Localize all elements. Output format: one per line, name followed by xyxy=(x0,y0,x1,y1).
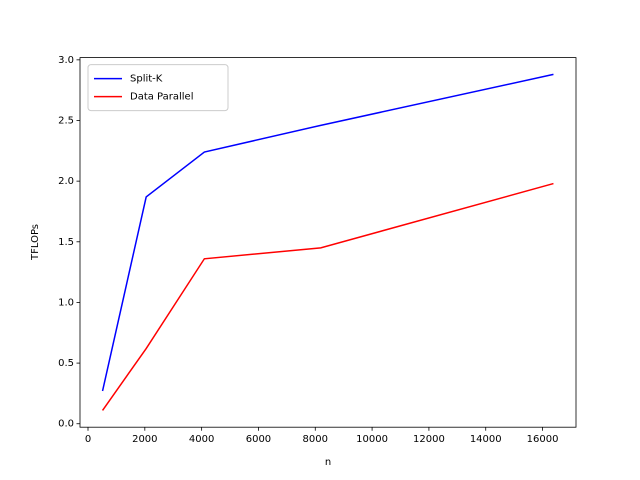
y-tick-label: 0.5 xyxy=(58,358,74,369)
x-tick-label: 12000 xyxy=(413,434,445,445)
y-axis-label: TFLOPs xyxy=(30,224,41,261)
x-tick-label: 8000 xyxy=(303,434,328,445)
y-tick-label: 2.0 xyxy=(58,176,74,187)
x-tick-label: 0 xyxy=(85,434,91,445)
data-line xyxy=(101,73,554,392)
x-tick-label: 16000 xyxy=(527,434,559,445)
x-tick-label: 4000 xyxy=(189,434,214,445)
data-line xyxy=(101,182,554,411)
x-tick-label: 10000 xyxy=(356,434,388,445)
legend-label: Split-K xyxy=(130,74,163,85)
y-tick-label: 3.0 xyxy=(58,55,74,66)
y-tick-label: 2.5 xyxy=(58,115,74,126)
plot-frame xyxy=(79,57,577,428)
x-axis-label: n xyxy=(325,457,331,468)
y-tick-label: 0.0 xyxy=(58,419,74,430)
legend-box xyxy=(87,64,229,112)
x-tick-label: 14000 xyxy=(470,434,502,445)
legend-label: Data Parallel xyxy=(130,92,194,103)
x-tick-label: 6000 xyxy=(246,434,271,445)
y-tick-label: 1.0 xyxy=(58,297,74,308)
x-tick-label: 2000 xyxy=(132,434,157,445)
y-tick-label: 1.5 xyxy=(58,237,74,248)
